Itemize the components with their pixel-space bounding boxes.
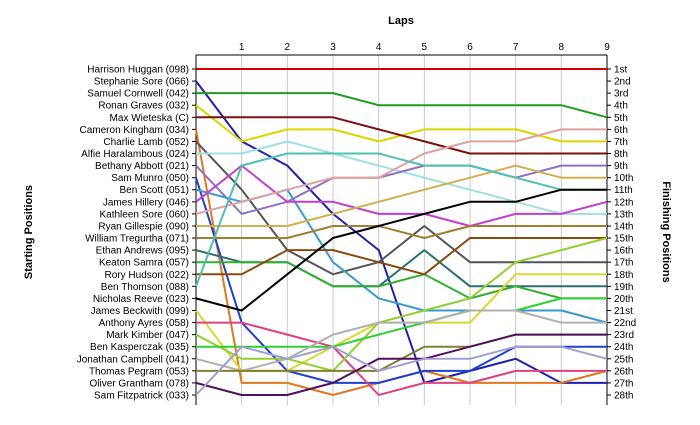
series-line <box>196 92 608 119</box>
starting-position-label: Max Wieteska (C) <box>110 113 189 124</box>
finishing-position-label: 1st <box>614 65 628 76</box>
series-line <box>195 309 607 372</box>
finishing-position-label: 6th <box>614 125 628 136</box>
starting-position-label: Harrison Huggan (098) <box>87 65 189 76</box>
starting-position-label: Ethan Andrews (095) <box>96 246 189 257</box>
finishing-position-label: 3rd <box>614 89 628 100</box>
finishing-position-label: 9th <box>614 161 628 172</box>
finishing-position-label: 4th <box>614 101 628 112</box>
finishing-position-label: 23rd <box>614 330 634 341</box>
finishing-position-label: 2nd <box>614 77 631 88</box>
series-line <box>195 152 607 287</box>
series-line <box>195 128 607 215</box>
starting-position-label: Stephanie Sore (066) <box>94 77 189 88</box>
lap-tick-label: 6 <box>467 42 473 53</box>
series-line <box>196 116 607 155</box>
series-line <box>196 297 607 348</box>
series-line <box>195 188 607 312</box>
starting-position-label: James Beckwith (099) <box>91 306 189 317</box>
lap-tick-label: 5 <box>422 42 428 53</box>
finishing-position-label: 13th <box>614 209 633 220</box>
series-line <box>196 225 607 239</box>
starting-position-label: Ben Thomson (088) <box>101 282 189 293</box>
finishing-position-label: 5th <box>614 113 628 124</box>
series-line <box>196 321 607 396</box>
finishing-position-label: 27th <box>614 378 633 389</box>
series-line <box>195 333 607 396</box>
grid <box>241 55 608 405</box>
starting-position-label: Ryan Gillespie (090) <box>98 221 189 232</box>
starting-position-label: Cameron Kingham (034) <box>80 125 190 136</box>
series-line <box>195 237 608 372</box>
series-line <box>195 140 607 276</box>
starting-position-label: Kathleen Sore (060) <box>99 209 189 220</box>
lap-tick-label: 1 <box>239 42 245 53</box>
starting-position-label: Charlie Lamb (052) <box>103 137 189 148</box>
finishing-position-label: 18th <box>614 270 633 281</box>
starting-position-labels: Harrison Huggan (098)Stephanie Sore (066… <box>77 65 189 402</box>
starting-position-label: Ben Scott (051) <box>120 185 189 196</box>
starting-position-label: Ronan Graves (032) <box>98 101 189 112</box>
starting-position-label: Sam Fitzpatrick (033) <box>94 391 189 402</box>
finishing-position-label: 25th <box>614 354 633 365</box>
right-axis-title: Finishing Positions <box>660 181 672 282</box>
finishing-position-label: 28th <box>614 391 633 402</box>
finishing-position-label: 16th <box>614 246 633 257</box>
starting-position-label: Alfie Haralambous (024) <box>81 149 189 160</box>
lap-tick-label: 9 <box>604 42 610 53</box>
starting-position-label: Thomas Pegram (053) <box>89 366 189 377</box>
starting-position-label: William Tregurtha (071) <box>85 234 189 245</box>
left-axis-title: Starting Positions <box>23 185 35 279</box>
finishing-position-label: 14th <box>614 221 633 232</box>
starting-position-label: Jonathan Campbell (041) <box>77 354 189 365</box>
finishing-position-label: 15th <box>614 234 633 245</box>
starting-position-label: Keaton Samra (057) <box>99 258 189 269</box>
lap-tick-label: 4 <box>376 42 382 53</box>
lap-tick-label: 3 <box>330 42 336 53</box>
finishing-position-label: 8th <box>614 149 628 160</box>
series-line <box>196 237 607 276</box>
series-line <box>195 164 608 227</box>
lap-tick-label: 8 <box>559 42 565 53</box>
finishing-position-label: 11th <box>614 185 633 196</box>
starting-position-label: Sam Munro (050) <box>111 173 189 184</box>
lap-tick-label: 7 <box>513 42 519 53</box>
finishing-position-label: 17th <box>614 258 633 269</box>
series-line <box>196 164 607 227</box>
starting-position-label: Bethany Abbott (021) <box>95 161 189 172</box>
starting-position-label: Oliver Grantham (078) <box>90 378 189 389</box>
lap-tick-labels: 1 2 3 4 5 6 7 8 9 <box>239 42 610 53</box>
finishing-position-label: 10th <box>614 173 633 184</box>
finishing-position-label: 19th <box>614 282 633 293</box>
starting-position-label: Nicholas Reeve (023) <box>93 294 189 305</box>
starting-position-label: Ben Kasperczak (035) <box>90 342 189 353</box>
finishing-position-label: 26th <box>614 366 633 377</box>
starting-position-label: James Hillery (046) <box>103 197 189 208</box>
finishing-position-label: 12th <box>614 197 633 208</box>
finishing-position-label: 24th <box>614 342 633 353</box>
finishing-position-label: 21st <box>614 306 633 317</box>
finishing-position-label: 22nd <box>614 318 636 329</box>
series-lines <box>195 68 608 396</box>
starting-position-label: Mark Kimber (047) <box>106 330 189 341</box>
lap-tick-label: 2 <box>285 42 291 53</box>
finishing-position-label: 7th <box>614 137 628 148</box>
finishing-position-label: 20th <box>614 294 633 305</box>
finishing-position-labels: 1st2nd3rd4th5th6th7th8th9th10th11th12th1… <box>614 65 636 402</box>
starting-position-label: Samuel Cornwell (042) <box>87 89 189 100</box>
starting-position-label: Rory Hudson (022) <box>105 270 189 281</box>
axes <box>192 54 611 405</box>
x-axis-title: Laps <box>388 15 414 27</box>
series-line <box>195 345 608 396</box>
starting-position-label: Anthony Ayres (058) <box>99 318 189 329</box>
